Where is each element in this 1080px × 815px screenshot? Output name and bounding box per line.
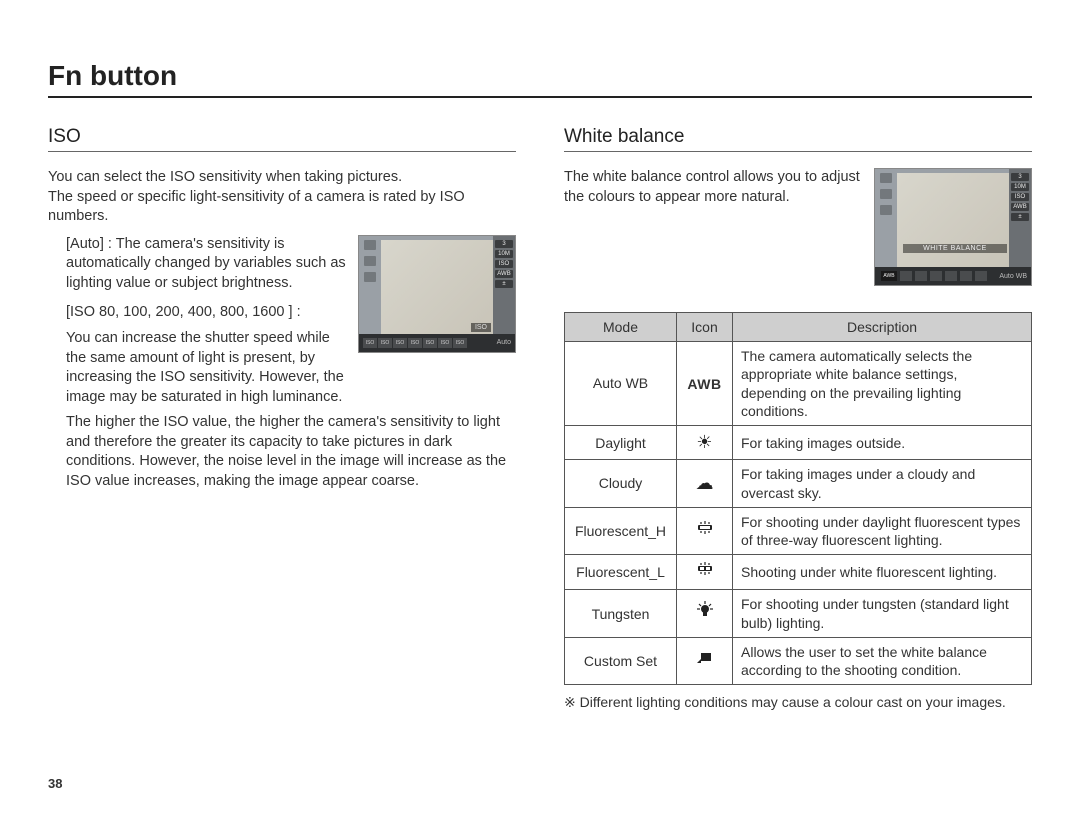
iso-auto-text-block: [Auto] : The camera's sensitivity is aut…: [48, 235, 346, 414]
chip: 3: [495, 240, 513, 248]
chip: ISO: [495, 260, 513, 268]
wb-mode-cell: Tungsten: [565, 590, 677, 637]
tungsten-icon: [694, 604, 716, 624]
wb-icon-cell: [677, 555, 733, 590]
daylight-icon: ☀: [696, 432, 712, 452]
wb-mode-cell: Fluorescent_H: [565, 507, 677, 554]
iso-cell: ISO: [408, 338, 422, 348]
wb-icon-cell: AWB: [677, 342, 733, 426]
chip: AWB: [1011, 203, 1029, 211]
wb-desc-cell: The camera automatically selects the app…: [733, 342, 1032, 426]
wb-table-row: Fluorescent_L Shooting under white fluore…: [565, 555, 1032, 590]
custom-icon: [694, 650, 716, 670]
wb-table-row: Daylight ☀ For taking images outside.: [565, 425, 1032, 459]
iso-overlay-label: ISO: [471, 323, 491, 332]
wb-bar-awb: AWB: [881, 271, 897, 281]
iso-auto-label: [Auto] :: [66, 236, 112, 252]
wb-overlay-label: WHITE BALANCE: [903, 244, 1007, 253]
wb-icon-cell: ☁: [677, 460, 733, 507]
iso-intro: You can select the ISO sensitivity when …: [48, 168, 516, 227]
wb-table-row: Auto WB AWB The camera automatically selec…: [565, 342, 1032, 426]
wb-icon-cell: [677, 507, 733, 554]
chip: AWB: [495, 270, 513, 278]
wb-column: White balance The white balance control …: [564, 126, 1032, 712]
chip: 3: [1011, 173, 1029, 181]
wb-th-icon: Icon: [677, 313, 733, 342]
iso-screenshot: 3 10M ISO AWB ± ISO ISO ISO ISO ISO ISO …: [358, 235, 516, 353]
iso-cell: ISO: [423, 338, 437, 348]
wb-desc-cell: For shooting under tungsten (standard li…: [733, 590, 1032, 637]
wb-screenshot: 3 10M ISO AWB ± WHITE BALANCE AWB Auto W…: [874, 168, 1032, 286]
iso-screenshot-bottom: ISO ISO ISO ISO ISO ISO ISO Auto: [359, 334, 515, 352]
iso-auto-row: [Auto] : The camera's sensitivity is aut…: [48, 235, 516, 414]
wb-screenshot-left-icons: [877, 173, 895, 267]
iso-cell: ISO: [453, 338, 467, 348]
wb-table-body: Auto WB AWB The camera automatically selec…: [565, 342, 1032, 685]
wb-desc-cell: For shooting under daylight fluorescent …: [733, 507, 1032, 554]
wb-intro: The white balance control allows you to …: [564, 168, 862, 207]
wb-desc-cell: For taking images outside.: [733, 425, 1032, 459]
wb-mode-cell: Custom Set: [565, 637, 677, 684]
wb-mode-cell: Auto WB: [565, 342, 677, 426]
iso-cell: ISO: [378, 338, 392, 348]
wb-mode-cell: Fluorescent_L: [565, 555, 677, 590]
chip: ±: [495, 280, 513, 288]
wb-table: Mode Icon Description Auto WB AWB The came…: [564, 312, 1032, 685]
chip: ±: [1011, 213, 1029, 221]
wb-icon-cell: ☀: [677, 425, 733, 459]
iso-cell: ISO: [363, 338, 377, 348]
wb-mode-cell: Daylight: [565, 425, 677, 459]
wb-table-row: Fluorescent_H For shooting under daylight…: [565, 507, 1032, 554]
wb-table-row: Tungsten For shooting under tungsten (sta…: [565, 590, 1032, 637]
iso-cell: ISO: [393, 338, 407, 348]
page-number: 38: [48, 776, 62, 791]
content-columns: ISO You can select the ISO sensitivity w…: [48, 126, 1032, 712]
chip: 10M: [1011, 183, 1029, 191]
iso-column: ISO You can select the ISO sensitivity w…: [48, 126, 516, 712]
chip: ISO: [1011, 193, 1029, 201]
iso-auto-block: [Auto] : The camera's sensitivity is aut…: [66, 235, 346, 294]
iso-detail: The higher the ISO value, the higher the…: [66, 413, 516, 491]
cloudy-icon: ☁: [696, 473, 714, 493]
fluor-l-icon: [694, 562, 716, 582]
page-title: Fn button: [48, 60, 1032, 98]
wb-icon-cell: [677, 637, 733, 684]
wb-heading: White balance: [564, 126, 1032, 152]
wb-table-row: Cloudy ☁ For taking images under a cloudy …: [565, 460, 1032, 507]
wb-bottom-auto: Auto WB: [999, 273, 1027, 280]
wb-icon-cell: [677, 590, 733, 637]
wb-footnote: ※ Different lighting conditions may caus…: [564, 693, 1032, 712]
iso-bottom-auto: Auto: [497, 339, 511, 346]
wb-desc-cell: For taking images under a cloudy and ove…: [733, 460, 1032, 507]
wb-th-desc: Description: [733, 313, 1032, 342]
wb-table-header-row: Mode Icon Description: [565, 313, 1032, 342]
wb-mode-cell: Cloudy: [565, 460, 677, 507]
iso-range-text: You can increase the shutter speed while…: [66, 329, 346, 407]
awb-icon: AWB: [687, 376, 721, 392]
wb-intro-row: The white balance control allows you to …: [564, 168, 1032, 286]
wb-screenshot-right-chips: 3 10M ISO AWB ±: [1009, 169, 1031, 267]
wb-th-mode: Mode: [565, 313, 677, 342]
wb-desc-cell: Shooting under white fluorescent lightin…: [733, 555, 1032, 590]
iso-heading: ISO: [48, 126, 516, 152]
iso-screenshot-photo: [381, 240, 493, 334]
wb-screenshot-bottom: AWB Auto WB: [875, 267, 1031, 285]
fluor-h-icon: [694, 521, 716, 541]
wb-table-row: Custom Set Allows the user to set the whi…: [565, 637, 1032, 684]
iso-screenshot-right-chips: 3 10M ISO AWB ±: [493, 236, 515, 334]
wb-desc-cell: Allows the user to set the white balance…: [733, 637, 1032, 684]
iso-screenshot-left-icons: [361, 240, 379, 334]
iso-range-label: [ISO 80, 100, 200, 400, 800, 1600 ] :: [66, 303, 346, 323]
iso-cell: ISO: [438, 338, 452, 348]
chip: 10M: [495, 250, 513, 258]
